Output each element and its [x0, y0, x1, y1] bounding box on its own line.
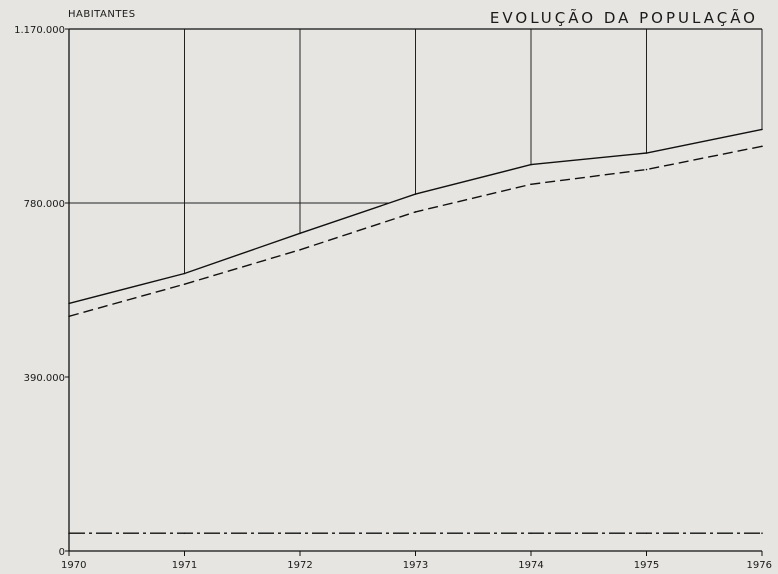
data-point-solid	[299, 232, 301, 235]
data-point-solid	[645, 152, 648, 154]
data-point-dashdot	[761, 532, 763, 534]
data-point-dashdot	[183, 532, 186, 534]
y-tick-label: 1.170.000	[14, 25, 65, 36]
data-point-solid	[183, 272, 186, 275]
data-point-dashed	[761, 145, 763, 148]
data-point-solid	[530, 163, 532, 166]
x-ticks: 1970 1971 1972 1973 1974 1975 1976	[61, 551, 772, 571]
data-point-dashdot	[299, 532, 301, 534]
data-point-dashdot	[530, 532, 532, 534]
data-point-dashed	[299, 249, 301, 251]
grid	[69, 29, 763, 274]
x-tick-label: 1971	[172, 560, 197, 571]
data-point-solid	[761, 128, 763, 131]
data-point-dashdot	[68, 532, 70, 534]
series	[68, 128, 763, 534]
data-point-solid	[68, 302, 70, 305]
y-tick-label: 390.000	[24, 373, 65, 384]
data-point-dashed	[645, 168, 648, 171]
x-tick-label: 1972	[287, 560, 312, 571]
data-point-dashdot	[414, 532, 417, 534]
data-point-dashed	[183, 283, 186, 286]
x-tick-label: 1970	[61, 560, 86, 571]
data-point-dashed	[68, 315, 70, 318]
y-tick-label: 780.000	[24, 199, 65, 210]
y-axis-label: HABITANTES	[68, 9, 136, 20]
x-tick-label: 1975	[634, 560, 659, 571]
data-point-dashed	[530, 183, 532, 186]
x-tick-label: 1973	[403, 560, 428, 571]
y-tick-label: 0	[59, 547, 65, 558]
data-point-solid	[414, 193, 417, 195]
data-point-dashdot	[645, 532, 648, 534]
data-point-dashed	[414, 211, 417, 213]
x-tick-label: 1974	[518, 560, 543, 571]
x-tick-label: 1976	[747, 560, 772, 571]
chart-title: EVOLUÇÃO DA POPULAÇÃO	[489, 9, 758, 27]
y-ticks: 0 390.000 780.000 1.170.000	[14, 25, 69, 558]
